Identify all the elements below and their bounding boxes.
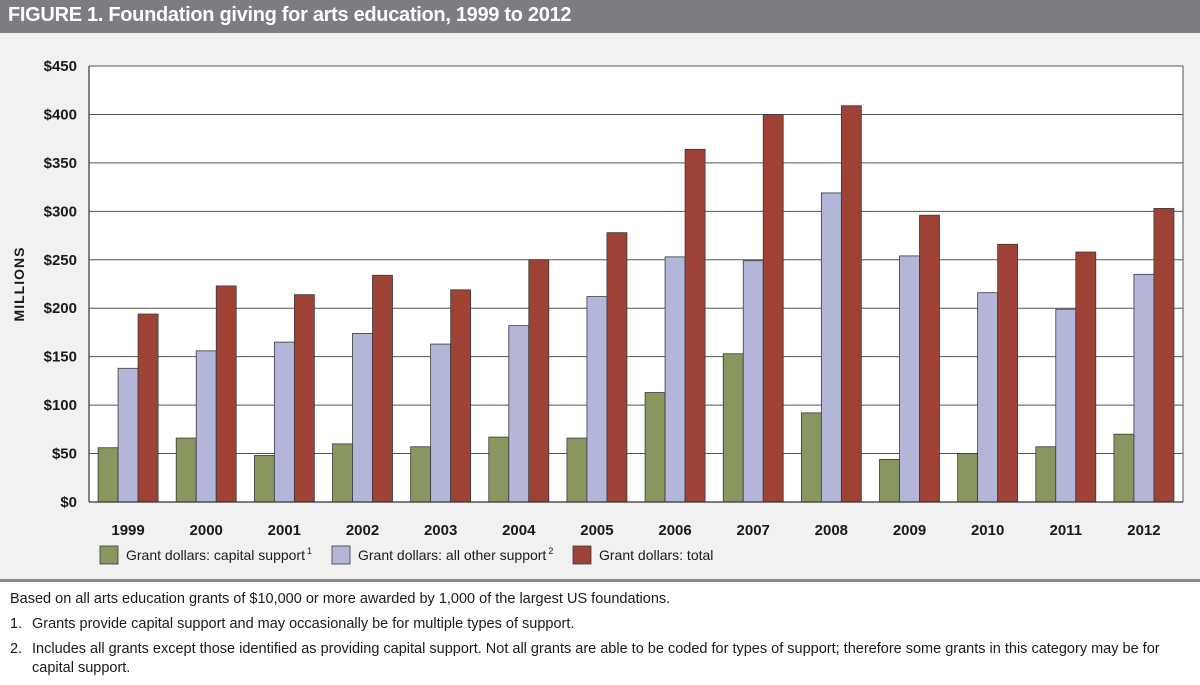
bar-2005-series-0 [566,437,588,503]
bar-1999-series-0 [97,447,119,503]
bar-2001-series-2 [293,294,315,503]
bar-2001-series-1 [273,341,295,503]
bar-2000-series-2 [215,285,237,503]
x-tick-label: 2009 [893,522,926,539]
x-tick-label: 2011 [1050,522,1083,539]
bar-1999-series-2 [137,313,159,503]
bar-chart: $0 $50 $100 $150 $200 $250 $300 $350 $400 $450 MIL… [11,58,1184,565]
bar-2001-series-0 [253,455,275,503]
plot-area [89,66,1183,502]
bar-2010-series-2 [997,243,1019,503]
footnote-text: Grants provide capital support and may o… [32,616,575,632]
footnote-number: 1. [10,616,23,632]
bar-2004-series-0 [488,436,510,503]
divider [0,579,1200,582]
y-tick-label: $400 [44,106,77,123]
y-tick-label: $150 [44,349,77,366]
y-axis-title: MILLIONS [11,247,27,322]
bar-2009-series-1 [899,255,920,503]
bars [97,105,1175,503]
bar-2008-series-1 [820,192,842,503]
bar-2007-series-0 [722,353,744,503]
y-tick-label: $50 [52,446,77,463]
bar-2003-series-2 [450,289,472,503]
bar-2000-series-0 [175,437,197,503]
x-tick-label: 2007 [737,522,770,539]
bar-2006-series-0 [644,392,666,503]
title-bar: FIGURE 1. Foundation giving for arts edu… [0,0,1200,33]
x-tick-label: 2010 [971,522,1004,539]
bar-2011-series-2 [1075,251,1097,503]
x-tick-label: 1999 [111,522,144,539]
footnote-1: 1. Grants provide capital support and ma… [10,615,1190,634]
bar-2005-series-1 [586,296,608,503]
bar-2002-series-0 [332,443,353,503]
x-tick-label: 2004 [502,522,536,539]
legend-label-1: Grant dollars: all other support 2 [358,546,553,563]
x-tick-label: 2008 [815,522,848,539]
bar-2009-series-2 [919,214,940,503]
legend-superscript: 1 [307,546,312,556]
y-tick-label: $450 [44,58,77,75]
y-tick-label: $100 [44,397,77,414]
bar-2005-series-2 [606,232,628,503]
footnote-2: 2. Includes all grants except those iden… [10,640,1190,678]
bar-2010-series-1 [977,292,999,503]
y-tick-label: $250 [44,252,77,269]
bar-2009-series-0 [879,458,900,503]
bar-2010-series-0 [957,453,979,503]
legend-superscript: 2 [548,546,553,556]
bar-2012-series-0 [1113,433,1135,503]
bar-1999-series-1 [117,367,139,503]
bar-2004-series-1 [508,325,530,503]
legend-label-2: Grant dollars: total [599,547,713,563]
y-tick-label: $0 [60,494,77,511]
x-tick-label: 2012 [1127,522,1160,539]
legend-label-0: Grant dollars: capital support 1 [126,546,312,563]
y-tick-label: $300 [44,203,77,220]
bar-2012-series-2 [1153,208,1175,503]
legend-swatch-0 [99,545,119,565]
legend-swatch-1 [331,545,351,565]
gridlines [89,65,1183,503]
footnote-text: Includes all grants except those identif… [32,641,1160,676]
x-tick-label: 2001 [268,522,301,539]
x-tick-label: 2005 [580,522,613,539]
bar-2007-series-2 [762,114,784,503]
bar-2002-series-2 [372,274,393,503]
bar-2008-series-0 [800,412,822,503]
figure-title: FIGURE 1. Foundation giving for arts edu… [8,4,572,26]
bar-2008-series-2 [840,105,862,503]
y-tick-label: $200 [44,300,77,317]
bar-2004-series-2 [528,259,550,503]
bar-2011-series-1 [1055,308,1077,503]
bar-2003-series-0 [410,446,432,503]
bar-2012-series-1 [1133,273,1155,503]
bar-2000-series-1 [195,350,217,503]
bar-2006-series-2 [684,148,706,503]
legend-swatch-2 [572,545,592,565]
bar-2007-series-1 [742,260,764,503]
bar-2003-series-1 [430,343,452,503]
basis-note: Based on all arts education grants of $1… [10,591,671,607]
bar-2011-series-0 [1035,446,1057,503]
x-tick-label: 2000 [190,522,223,539]
notes: Based on all arts education grants of $1… [10,590,1190,684]
bar-2006-series-1 [664,256,686,503]
legend: Grant dollars: capital support 1 Grant dol… [99,545,713,565]
x-tick-label: 2006 [658,522,691,539]
axes: $0 $50 $100 $150 $200 $250 $300 $350 $400 $450 MIL… [11,58,1184,539]
bar-2002-series-1 [352,333,373,503]
y-tick-label: $350 [44,155,77,172]
footnote-number: 2. [10,641,23,657]
x-tick-label: 2003 [424,522,457,539]
x-tick-label: 2002 [346,522,379,539]
